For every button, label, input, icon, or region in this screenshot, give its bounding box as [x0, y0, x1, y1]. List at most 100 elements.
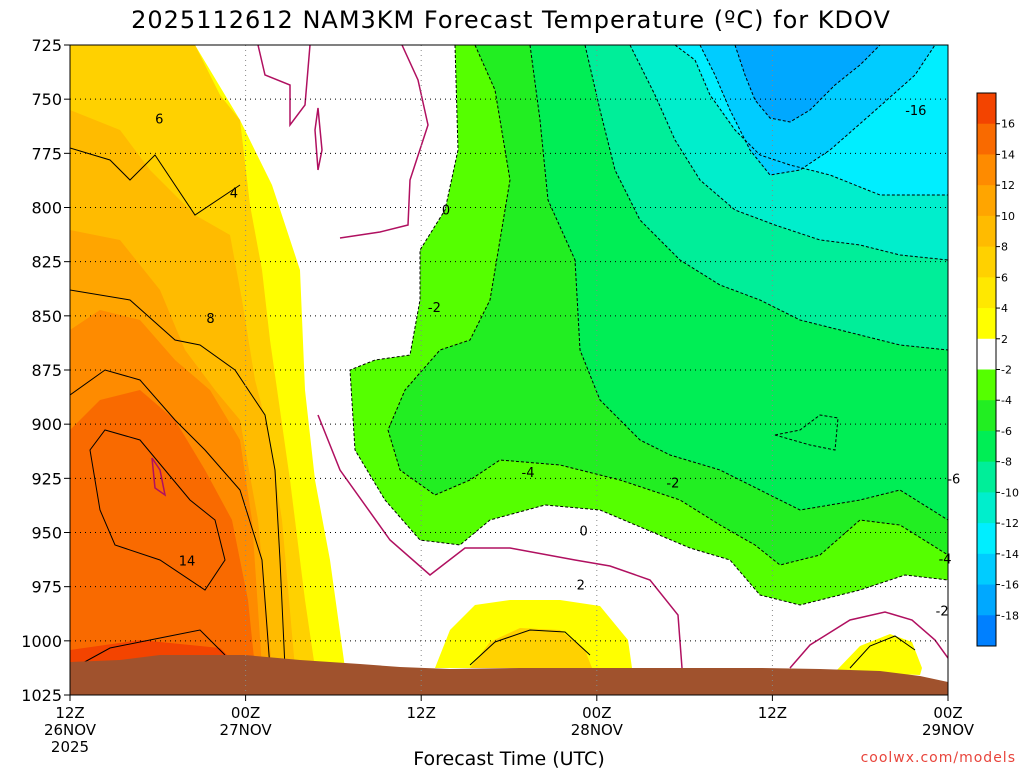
colorbar-swatch — [977, 553, 996, 586]
colorbar-label: -10 — [1001, 486, 1019, 499]
y-tick-label: 950 — [31, 524, 62, 543]
contour-solid — [70, 369, 271, 669]
y-tick-label: 725 — [31, 36, 62, 55]
colorbar-swatch — [977, 615, 996, 647]
contour-label: 6 — [155, 113, 163, 128]
colorbar-swatch — [977, 215, 996, 248]
y-tick-label: 850 — [31, 307, 62, 326]
temp-band-12 — [70, 390, 255, 668]
contour-labels: 6 4 0 -2 8 -4 -2 -6 0 -4 14 2 -2 -16 — [155, 104, 960, 620]
colorbar-swatch — [977, 338, 996, 370]
temp-pocket-2b — [835, 634, 922, 675]
contour-solid — [70, 147, 241, 216]
contour-dashed — [774, 414, 839, 451]
colorbar-swatch — [977, 461, 996, 493]
y-axis: 725 750 775 800 825 850 875 900 925 950 975 1000 102… — [21, 36, 70, 705]
contour-zero — [314, 107, 323, 171]
y-tick-label: 800 — [31, 199, 62, 218]
x-tick-date: 27NOV — [220, 721, 273, 739]
x-axis-label: Forecast Time (UTC) — [413, 748, 604, 768]
colorbar-swatch — [977, 584, 996, 616]
y-tick-label: 775 — [31, 144, 62, 163]
colorbar-label: -14 — [1001, 548, 1019, 561]
colorbar-label: 2 — [1001, 333, 1008, 346]
colorbar-swatch — [977, 492, 996, 524]
contour-label: -6 — [947, 472, 960, 487]
colorbar-swatch — [977, 93, 996, 125]
plot-area — [70, 45, 948, 695]
contour-dashed — [584, 45, 948, 351]
contour-solid — [849, 635, 916, 669]
colorbar-swatch — [977, 123, 996, 155]
contour-label: -2 — [666, 477, 679, 492]
colorbar-label: -2 — [1001, 364, 1012, 377]
x-tick-date: 26NOV — [44, 721, 97, 739]
x-tick-year: 2025 — [51, 738, 89, 756]
contour-label: -16 — [905, 104, 926, 119]
colorbar: 16 14 12 10 8 6 4 2 -2 -4 -6 -8 -10 -12 -14 -16 -18 — [976, 92, 1019, 647]
contour-solid — [70, 629, 226, 671]
colorbar-label: 16 — [1001, 118, 1015, 131]
colorbar-swatch — [977, 246, 996, 278]
contour-label: 8 — [206, 312, 214, 327]
colorbar-swatch — [977, 154, 996, 186]
contour-label: -2 — [428, 301, 441, 316]
contour-zero — [339, 45, 429, 239]
contour-label: 0 — [442, 204, 450, 219]
contour-label: 2 — [577, 579, 585, 594]
y-tick-label: 975 — [31, 578, 62, 597]
contour-label: 14 — [179, 555, 196, 570]
colorbar-swatch — [977, 400, 996, 432]
colorbar-label: -6 — [1001, 425, 1012, 438]
y-tick-label: 825 — [31, 253, 62, 272]
x-tick-label: 12Z — [407, 704, 436, 722]
contour-label: 0 — [579, 524, 587, 539]
colorbar-swatch — [977, 277, 996, 309]
contour-two — [151, 457, 167, 497]
colorbar-label: 8 — [1001, 241, 1008, 254]
x-tick-label: 00Z — [231, 704, 260, 722]
colorbar-label: -8 — [1001, 456, 1012, 469]
terrain-mask — [70, 655, 948, 695]
y-tick-label: 1000 — [21, 632, 62, 651]
colorbar-swatch — [977, 430, 996, 463]
contour-dashed — [387, 45, 948, 566]
contour-solid — [89, 429, 226, 591]
contour-dashed — [674, 45, 948, 196]
contour-label: -4 — [522, 466, 535, 481]
contour-dashed — [629, 45, 948, 261]
colorbar-swatch — [977, 369, 996, 401]
contour-lines — [70, 45, 948, 671]
contour-dashed — [734, 45, 881, 123]
y-tick-label: 750 — [31, 90, 62, 109]
colorbar-label: -12 — [1001, 517, 1019, 530]
x-tick-label: 12Z — [758, 704, 787, 722]
x-tick-date: 28NOV — [571, 721, 624, 739]
colorbar-swatch — [977, 523, 996, 555]
temp-band-neg16 — [735, 45, 880, 122]
contour-label: -4 — [939, 553, 952, 568]
grid — [70, 45, 948, 695]
colorbar-label: -16 — [1001, 579, 1019, 592]
colorbar-swatch — [977, 308, 996, 340]
colorbar-label: 12 — [1001, 179, 1015, 192]
x-tick-label: 12Z — [55, 704, 84, 722]
credit-label: coolwx.com/models — [861, 750, 1016, 766]
x-tick-label: 00Z — [582, 704, 611, 722]
y-tick-label: 1025 — [21, 686, 62, 705]
y-tick-label: 900 — [31, 415, 62, 434]
colorbar-label: 10 — [1001, 210, 1015, 223]
contour-dashed — [699, 45, 936, 176]
contour-zero — [317, 414, 683, 669]
contour-dashed — [349, 45, 948, 606]
colorbar-label: -4 — [1001, 394, 1012, 407]
x-tick-label: 00Z — [933, 704, 962, 722]
contour-zero — [789, 611, 948, 669]
x-tick-date: 29NOV — [922, 721, 975, 739]
colorbar-swatch — [977, 185, 996, 217]
colorbar-label: 14 — [1001, 148, 1015, 161]
contour-zero — [257, 45, 311, 128]
colorbar-label: 4 — [1001, 302, 1008, 315]
